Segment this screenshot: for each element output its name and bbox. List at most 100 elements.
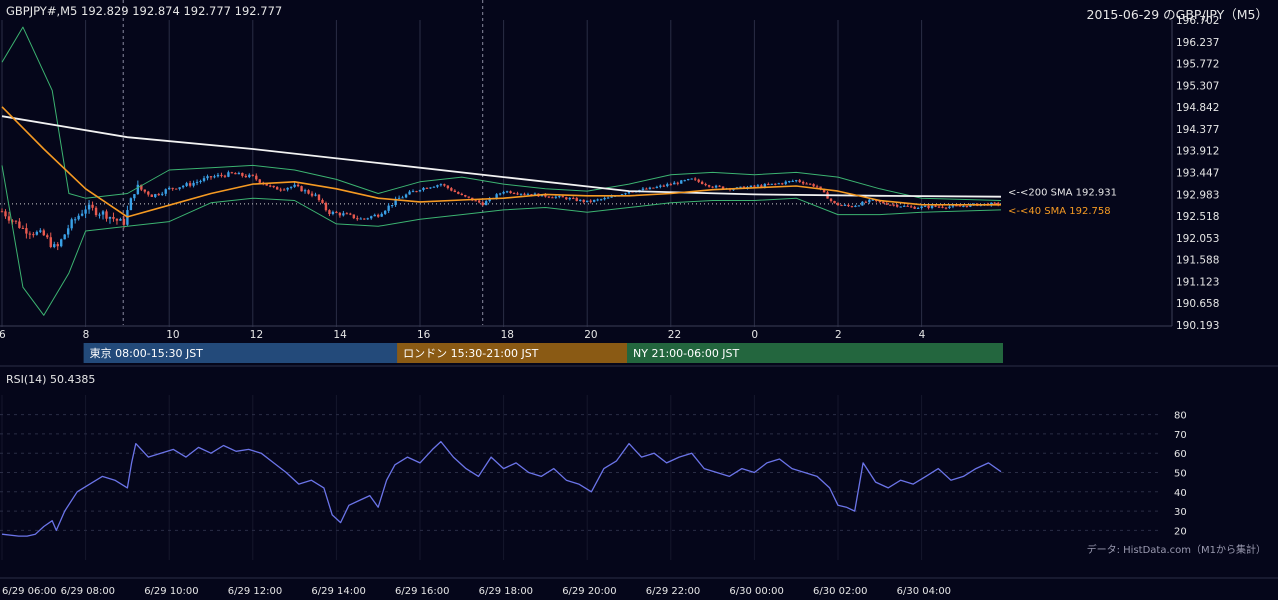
candle-body (42, 230, 45, 236)
candle-body (303, 190, 307, 192)
candle-body (436, 185, 439, 187)
candle-body (683, 180, 686, 182)
candle-body (168, 187, 171, 190)
candle-body (627, 191, 631, 194)
candle-body (140, 184, 143, 190)
candle-body (833, 200, 836, 204)
candle-body (815, 186, 819, 188)
candle-body (795, 180, 798, 182)
candle-body (317, 194, 321, 201)
time-tick-label: 2 (835, 329, 842, 341)
time-tick-label: 16 (417, 329, 431, 341)
candle-body (568, 198, 571, 200)
candle-body (599, 199, 603, 201)
candle-body (394, 198, 397, 206)
candle-body (652, 187, 655, 189)
candle-body (91, 204, 94, 208)
candle-body (377, 214, 380, 217)
candle-body (443, 184, 446, 186)
rsi-time-tick-label: 6/29 06:00 (2, 586, 56, 597)
candle-body (98, 214, 101, 216)
rsi-time-tick-label: 6/30 02:00 (813, 586, 867, 597)
candle-body (944, 207, 948, 209)
candle-body (669, 184, 672, 186)
price-tick-label: 195.307 (1176, 80, 1219, 92)
candle-body (307, 190, 310, 194)
candle-body (289, 186, 293, 188)
candle-body (645, 188, 648, 190)
candle-body (0, 211, 4, 213)
candle-body (188, 183, 192, 186)
rsi-tick-label: 20 (1174, 526, 1187, 537)
candle-body (401, 197, 404, 199)
rsi-panel (1, 440, 1002, 537)
candle-body (777, 183, 780, 185)
rsi-tick-label: 40 (1174, 488, 1187, 499)
candle-body (892, 204, 895, 206)
rsi-time-tick-label: 6/29 18:00 (479, 586, 533, 597)
candle-body (25, 228, 28, 234)
candle-body (122, 219, 126, 225)
candle-body (526, 194, 530, 196)
candle-body (363, 218, 366, 220)
candle-body (680, 180, 683, 184)
candle-body (505, 191, 509, 193)
candle-body (18, 221, 21, 228)
time-tick-label: 18 (501, 329, 514, 341)
price-tick-label: 194.377 (1176, 124, 1219, 136)
price-tick-label: 194.842 (1176, 102, 1219, 114)
candle-body (234, 173, 237, 175)
candle-body (923, 205, 927, 207)
candle-body (115, 218, 119, 221)
candle-body (77, 215, 80, 220)
candle-body (648, 187, 652, 190)
candle-body (523, 193, 526, 195)
candle-body (718, 185, 721, 187)
candle-body (840, 205, 843, 207)
candle-body (7, 216, 11, 221)
candle-body (561, 196, 565, 198)
candle-body (909, 206, 913, 208)
candle-body (87, 204, 91, 210)
candle-body (484, 201, 488, 206)
candle-body (174, 188, 178, 190)
candle-body (345, 213, 349, 215)
candle-body (916, 207, 920, 209)
candle-body (544, 194, 547, 197)
candle-body (147, 191, 150, 195)
candle-body (474, 200, 477, 202)
candle-body (356, 218, 359, 220)
bollinger-upper-line (1, 26, 1002, 201)
candle-body (836, 203, 840, 206)
candle-body (404, 194, 408, 198)
rsi-time-tick-label: 6/30 04:00 (897, 586, 951, 597)
candle-body (185, 183, 188, 186)
candle-body (693, 178, 697, 180)
candle-body (756, 185, 760, 187)
candle-body (133, 194, 136, 199)
time-tick-label: 0 (751, 329, 758, 341)
candle-body (39, 230, 42, 232)
candle-body (425, 187, 429, 189)
candle-body (390, 205, 394, 207)
candle-body (171, 187, 174, 189)
candle-body (770, 183, 774, 185)
candle-body (488, 198, 491, 202)
session-bands: 東京 08:00-15:30 JST ロンドン 15:30-21:00 JST NY… (83, 343, 1003, 363)
candle-body (676, 182, 679, 184)
candle-body (753, 185, 756, 187)
candle-body (899, 206, 902, 208)
candle-body (662, 185, 666, 187)
sma200-label: <-<200 SMA 192.931 (1008, 188, 1117, 199)
price-tick-label: 193.447 (1176, 168, 1219, 180)
candle-body (847, 204, 850, 207)
candle-body (906, 205, 909, 207)
candle-body (28, 233, 32, 235)
candle-body (209, 176, 213, 178)
candle-body (592, 199, 596, 202)
session-band (83, 343, 400, 363)
candle-body (930, 205, 934, 208)
candle-body (251, 174, 254, 176)
session-label: 東京 08:00-15:30 JST (90, 346, 204, 360)
candle-body (195, 181, 199, 183)
